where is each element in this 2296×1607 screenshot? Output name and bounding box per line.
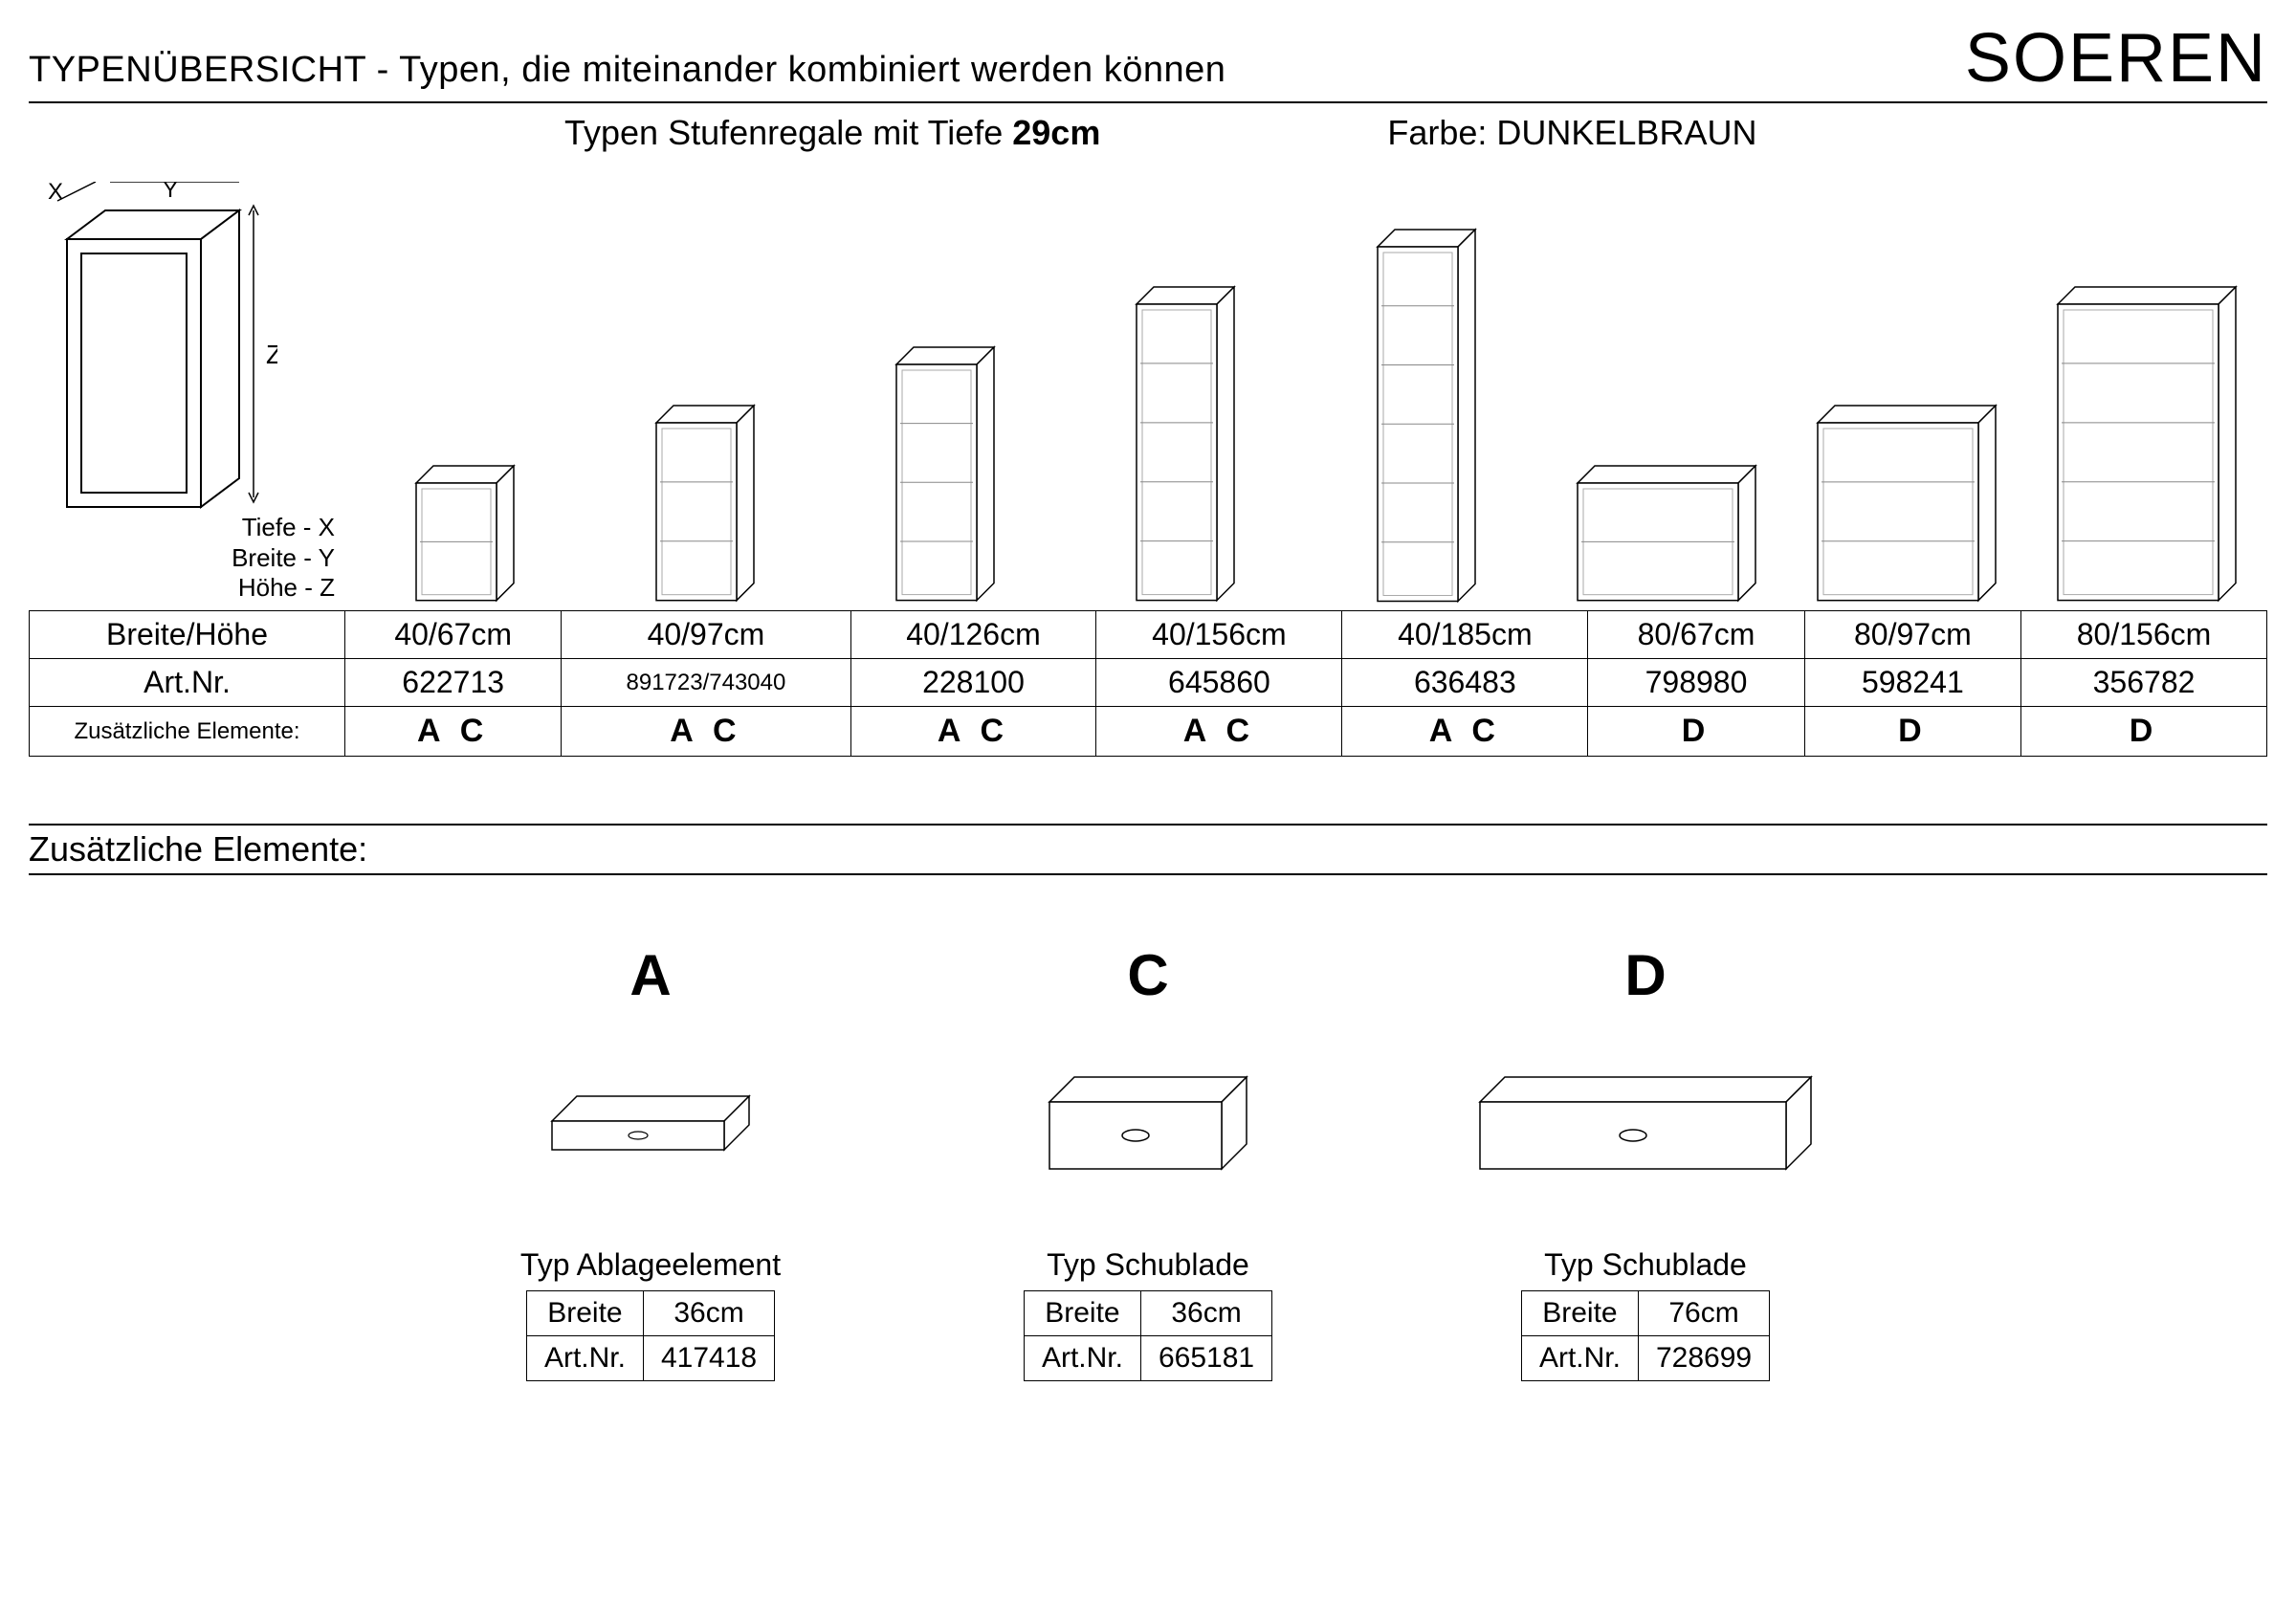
table-row-label: Breite/Höhe xyxy=(30,611,345,659)
page-title: TYPENÜBERSICHT - Typen, die miteinander … xyxy=(29,50,1225,91)
element-type-label: Typ Schublade xyxy=(1544,1247,1747,1283)
table-cell: D xyxy=(1804,707,2020,757)
table-cell: A C xyxy=(562,707,850,757)
dim-tiefe-label: Tiefe - X xyxy=(232,513,335,542)
element-spec-table: Breite36cm Art.Nr.417418 xyxy=(526,1290,775,1381)
element-type-label: Typ Schublade xyxy=(1047,1247,1249,1283)
dimension-diagram: X Y Z Tiefe - X Breite - Y Höhe - Z xyxy=(29,182,344,603)
table-cell: 798980 xyxy=(1588,659,1804,707)
table-cell: 728699 xyxy=(1638,1336,1769,1381)
element-letter: C xyxy=(1127,942,1168,1008)
table-cell: 598241 xyxy=(1804,659,2020,707)
table-row-label: Art.Nr. xyxy=(30,659,345,707)
shelf-thumbnail xyxy=(1306,228,1546,604)
table-cell: D xyxy=(1588,707,1804,757)
shelf-thumbnail xyxy=(1066,285,1306,603)
table-cell: 40/97cm xyxy=(562,611,850,659)
table-cell: A C xyxy=(1342,707,1588,757)
shelf-thumbnail xyxy=(344,464,585,603)
table-cell: 76cm xyxy=(1638,1291,1769,1336)
element-diagram xyxy=(550,1046,751,1200)
shelf-thumbnail xyxy=(2027,285,2267,603)
table-cell: 80/97cm xyxy=(1804,611,2020,659)
table-cell: 80/67cm xyxy=(1588,611,1804,659)
table-cell: 80/156cm xyxy=(2021,611,2267,659)
element-type-label: Typ Ablageelement xyxy=(520,1247,781,1283)
element-letter: D xyxy=(1624,942,1666,1008)
shelf-thumbnail xyxy=(1787,404,2027,603)
table-cell: 622713 xyxy=(345,659,562,707)
element-spec-table: Breite76cm Art.Nr.728699 xyxy=(1521,1290,1770,1381)
shelf-thumbnail xyxy=(1546,464,1786,603)
shelf-thumbnail xyxy=(826,345,1066,603)
table-cell: 356782 xyxy=(2021,659,2267,707)
brand-logo: SOEREN xyxy=(1965,19,2267,98)
depth-value: 29cm xyxy=(1012,113,1100,152)
color-label: Farbe: DUNKELBRAUN xyxy=(1387,113,1756,153)
table-cell: 891723/743040 xyxy=(562,659,850,707)
table-cell: 417418 xyxy=(643,1336,774,1381)
table-cell: A C xyxy=(345,707,562,757)
additional-elements-title: Zusätzliche Elemente: xyxy=(29,824,2267,875)
table-cell: 40/185cm xyxy=(1342,611,1588,659)
table-cell: Breite xyxy=(1521,1291,1638,1336)
element-spec-table: Breite36cm Art.Nr.665181 xyxy=(1024,1290,1272,1381)
table-cell: Art.Nr. xyxy=(1024,1336,1140,1381)
table-cell: 636483 xyxy=(1342,659,1588,707)
table-cell: 36cm xyxy=(643,1291,774,1336)
svg-text:Z: Z xyxy=(266,340,277,369)
table-cell: 40/156cm xyxy=(1096,611,1342,659)
table-cell: 36cm xyxy=(1140,1291,1271,1336)
table-row-label: Zusätzliche Elemente: xyxy=(30,707,345,757)
subtitle-prefix: Typen Stufenregale mit Tiefe xyxy=(564,113,1012,152)
svg-text:Y: Y xyxy=(163,182,178,203)
main-spec-table: Breite/Höhe40/67cm40/97cm40/126cm40/156c… xyxy=(29,610,2267,757)
svg-text:X: X xyxy=(48,182,63,205)
table-cell: D xyxy=(2021,707,2267,757)
table-cell: A C xyxy=(850,707,1096,757)
table-cell: Art.Nr. xyxy=(526,1336,643,1381)
table-cell: Breite xyxy=(526,1291,643,1336)
element-letter: A xyxy=(629,942,671,1008)
additional-element: A Typ Ablageelement Breite36cm Art.Nr.41… xyxy=(469,942,832,1381)
shelf-thumbnail xyxy=(585,404,825,603)
dim-hoehe-label: Höhe - Z xyxy=(232,573,335,603)
table-cell: 228100 xyxy=(850,659,1096,707)
subtitle: Typen Stufenregale mit Tiefe 29cm xyxy=(564,113,1100,153)
table-cell: Art.Nr. xyxy=(1521,1336,1638,1381)
element-diagram xyxy=(1048,1046,1248,1200)
element-diagram xyxy=(1478,1046,1813,1200)
dim-breite-label: Breite - Y xyxy=(232,543,335,573)
additional-element: D Typ Schublade Breite76cm Art.Nr.728699 xyxy=(1464,942,1827,1381)
additional-element: C Typ Schublade Breite36cm Art.Nr.665181 xyxy=(966,942,1330,1381)
table-cell: Breite xyxy=(1024,1291,1140,1336)
table-cell: 665181 xyxy=(1140,1336,1271,1381)
table-cell: 40/126cm xyxy=(850,611,1096,659)
table-cell: 645860 xyxy=(1096,659,1342,707)
table-cell: 40/67cm xyxy=(345,611,562,659)
table-cell: A C xyxy=(1096,707,1342,757)
